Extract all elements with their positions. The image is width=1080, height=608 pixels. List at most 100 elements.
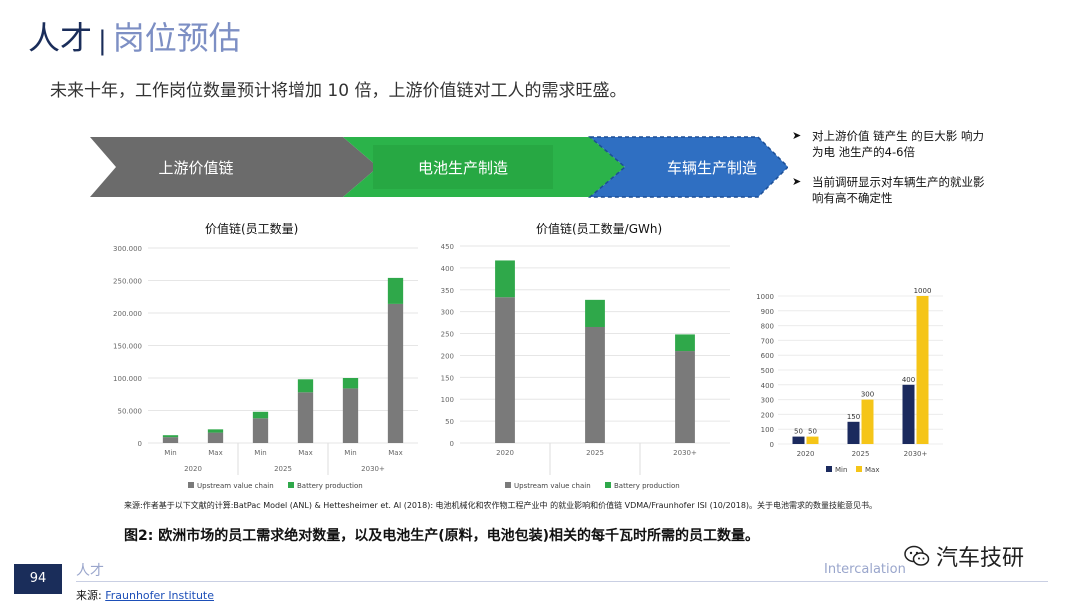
legend-upstream: Upstream value chain	[197, 482, 274, 490]
bar-battery-production	[342, 378, 359, 389]
bar-upstream-value-chain	[207, 432, 224, 443]
flow-label-upstream: 上游价值链	[158, 159, 233, 177]
y-tick-label: 100	[761, 426, 774, 434]
y-tick-label: 450	[441, 243, 454, 251]
bar-battery-production	[207, 429, 224, 433]
x-tick-label: Max	[208, 449, 222, 457]
page-number: 94	[14, 564, 62, 594]
page-subtitle: 未来十年，工作岗位数量预计将增加 10 倍，上游价值链对工人的需求旺盛。	[50, 81, 627, 101]
legend-min: Min	[835, 466, 847, 474]
chart1-title: 价值链(员工数量)	[205, 222, 299, 236]
bar-upstream-value-chain	[675, 351, 695, 443]
flow-arrow-battery-highlight	[373, 145, 553, 189]
bar-max	[806, 436, 819, 444]
notes-list: 对上游价值 链产生 的巨大影 响力为电 池生产的4-6倍 当前调研显示对车辆生产…	[792, 128, 992, 220]
y-tick-label: 200	[761, 411, 774, 419]
note-item: 当前调研显示对车辆生产的就业影响有高不确定性	[792, 174, 992, 206]
watermark-text: 汽车技研	[936, 546, 1025, 571]
flow-arrow-vehicle	[590, 137, 788, 197]
bar-max	[861, 399, 874, 444]
source-prefix: 来源:	[76, 589, 102, 602]
bar-battery-production	[162, 435, 179, 438]
chart-employees-per-gwh: 0 50 100 150 200 250 300 350 400 450 2020 2025 2030+…	[441, 243, 730, 490]
legend-upstream: Upstream value chain	[514, 482, 591, 490]
page-title: 人才 | 岗位预估	[28, 18, 241, 61]
bar-upstream-value-chain	[252, 418, 269, 443]
bar-battery-production	[387, 277, 404, 304]
bar-upstream-value-chain	[387, 303, 404, 443]
x-tick-label: 2030+	[904, 450, 928, 458]
legend-battery: Battery production	[614, 482, 680, 490]
footer-source: 来源: Fraunhofer Institute	[76, 587, 214, 603]
title-separator: |	[98, 26, 107, 56]
note-item: 对上游价值 链产生 的巨大影 响力为电 池生产的4-6倍	[792, 128, 992, 160]
chart2-title: 价值链(员工数量/GWh)	[536, 222, 663, 236]
y-tick-label: 300.000	[113, 245, 142, 253]
y-tick-label: 300	[441, 309, 454, 317]
y-tick-label: 400	[441, 265, 454, 273]
x-tick-label: Max	[388, 449, 402, 457]
flow-arrow-upstream	[90, 137, 378, 197]
x-group-label: 2025	[274, 465, 292, 473]
legend-max: Max	[865, 466, 879, 474]
y-tick-label: 800	[761, 323, 774, 331]
bar-battery-production	[585, 299, 605, 327]
bar-min	[847, 421, 860, 444]
x-tick-label: Min	[164, 449, 176, 457]
legend-swatch-upstream	[188, 482, 194, 488]
footer-divider	[76, 581, 1048, 582]
x-tick-label: Min	[344, 449, 356, 457]
y-tick-label: 200	[441, 352, 454, 360]
bar-min	[902, 384, 915, 444]
data-label: 300	[861, 391, 874, 399]
x-tick-label: 2025	[586, 449, 604, 457]
bar-upstream-value-chain	[162, 437, 179, 443]
wechat-icon	[904, 545, 930, 566]
x-tick-label: Max	[298, 449, 312, 457]
x-group-label: 2020	[184, 465, 202, 473]
y-tick-label: 700	[761, 337, 774, 345]
source-link[interactable]: Fraunhofer Institute	[105, 589, 214, 602]
y-tick-label: 250.000	[113, 278, 142, 286]
footer-left-label: 人才	[76, 563, 104, 579]
bar-upstream-value-chain	[297, 392, 314, 443]
watermark: 汽车技研	[904, 540, 1024, 572]
bar-upstream-value-chain	[495, 297, 515, 443]
y-tick-label: 400	[761, 382, 774, 390]
legend-battery: Battery production	[297, 482, 363, 490]
legend-swatch-max	[856, 466, 862, 472]
bar-battery-production	[252, 411, 269, 419]
y-tick-label: 350	[441, 287, 454, 295]
data-label: 50	[794, 428, 803, 436]
title-sub: 岗位预估	[112, 19, 241, 57]
x-tick-label: 2025	[852, 450, 870, 458]
y-tick-label: 100	[441, 396, 454, 404]
y-tick-label: 300	[761, 397, 774, 405]
caption-source: 来源:作者基于以下文献的计算:BatPac Model (ANL) & Hett…	[124, 501, 878, 510]
y-tick-label: 0	[770, 441, 774, 449]
y-tick-label: 500	[761, 367, 774, 375]
x-tick-label: Min	[254, 449, 266, 457]
chart-min-max: 0 100 200 300 400 500 600 700 800 900 1000 50 50 2020…	[756, 287, 943, 474]
bar-upstream-value-chain	[342, 388, 359, 443]
figure-caption: 图2: 欧洲市场的员工需求绝对数量，以及电池生产(原料，电池包装)相关的每千瓦时…	[124, 528, 760, 544]
flow-label-vehicle: 车辆生产制造	[667, 159, 757, 177]
y-tick-label: 50	[445, 418, 454, 426]
y-tick-label: 250	[441, 331, 454, 339]
legend-swatch-battery	[288, 482, 294, 488]
bar-battery-production	[297, 379, 314, 393]
data-label: 1000	[914, 287, 932, 295]
y-tick-label: 150.000	[113, 343, 142, 351]
y-tick-label: 150	[441, 374, 454, 382]
bar-min	[792, 436, 805, 444]
y-tick-label: 0	[450, 440, 454, 448]
bar-battery-production	[675, 334, 695, 352]
y-tick-label: 1000	[756, 293, 774, 301]
bar-max	[916, 296, 929, 444]
x-tick-label: 2020	[496, 449, 514, 457]
data-label: 50	[808, 428, 817, 436]
y-tick-label: 50.000	[118, 408, 143, 416]
y-tick-label: 900	[761, 308, 774, 316]
x-tick-label: 2020	[797, 450, 815, 458]
x-group-label: 2030+	[361, 465, 385, 473]
